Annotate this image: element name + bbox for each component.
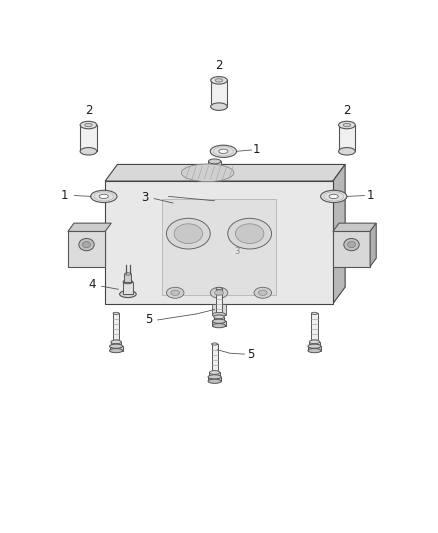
Ellipse shape bbox=[79, 238, 94, 251]
Bar bbox=[311, 313, 318, 342]
Bar bbox=[212, 321, 226, 326]
Text: 2: 2 bbox=[343, 104, 351, 117]
Ellipse shape bbox=[339, 122, 355, 129]
Ellipse shape bbox=[348, 241, 356, 248]
Bar bbox=[208, 161, 221, 181]
Ellipse shape bbox=[166, 287, 184, 298]
Ellipse shape bbox=[174, 224, 203, 244]
Ellipse shape bbox=[219, 149, 228, 154]
Ellipse shape bbox=[123, 280, 133, 284]
Bar bbox=[214, 317, 224, 321]
Ellipse shape bbox=[212, 324, 226, 328]
Text: 1: 1 bbox=[60, 189, 68, 202]
Text: 5: 5 bbox=[145, 313, 152, 326]
Ellipse shape bbox=[321, 190, 347, 203]
Bar bbox=[339, 125, 355, 151]
Ellipse shape bbox=[113, 312, 119, 314]
Ellipse shape bbox=[309, 340, 320, 344]
Text: 5: 5 bbox=[247, 349, 254, 361]
Bar bbox=[124, 274, 131, 282]
Bar bbox=[309, 342, 320, 346]
Ellipse shape bbox=[166, 219, 210, 249]
Text: 2: 2 bbox=[215, 60, 223, 72]
Ellipse shape bbox=[171, 290, 180, 295]
Bar bbox=[209, 373, 220, 377]
Text: 1: 1 bbox=[367, 189, 374, 202]
Bar bbox=[212, 344, 218, 373]
Ellipse shape bbox=[110, 349, 123, 353]
Ellipse shape bbox=[258, 290, 267, 295]
Bar bbox=[211, 80, 227, 107]
Ellipse shape bbox=[308, 344, 321, 349]
Polygon shape bbox=[333, 223, 376, 231]
Bar bbox=[111, 342, 121, 346]
Ellipse shape bbox=[215, 79, 223, 82]
Ellipse shape bbox=[209, 375, 220, 379]
Ellipse shape bbox=[308, 349, 321, 353]
Ellipse shape bbox=[214, 319, 224, 323]
Polygon shape bbox=[333, 165, 345, 304]
Ellipse shape bbox=[212, 343, 218, 345]
Ellipse shape bbox=[110, 344, 123, 349]
Bar bbox=[105, 181, 333, 304]
Ellipse shape bbox=[236, 224, 264, 244]
Ellipse shape bbox=[343, 123, 351, 127]
Bar bbox=[68, 231, 105, 266]
Polygon shape bbox=[68, 223, 111, 231]
Text: 2: 2 bbox=[85, 104, 92, 117]
Ellipse shape bbox=[309, 344, 320, 348]
Ellipse shape bbox=[99, 194, 109, 199]
Ellipse shape bbox=[120, 290, 136, 297]
Ellipse shape bbox=[210, 287, 228, 298]
Ellipse shape bbox=[329, 194, 338, 199]
Ellipse shape bbox=[82, 241, 90, 248]
Text: 3: 3 bbox=[141, 191, 148, 204]
Ellipse shape bbox=[124, 273, 131, 275]
Ellipse shape bbox=[208, 379, 221, 383]
Text: 1: 1 bbox=[253, 143, 261, 156]
Bar bbox=[110, 346, 123, 351]
Ellipse shape bbox=[111, 340, 121, 344]
Ellipse shape bbox=[208, 159, 221, 164]
Ellipse shape bbox=[215, 290, 223, 295]
Ellipse shape bbox=[211, 103, 227, 110]
Ellipse shape bbox=[254, 287, 272, 298]
Ellipse shape bbox=[344, 238, 359, 251]
Ellipse shape bbox=[214, 315, 224, 319]
Ellipse shape bbox=[228, 219, 272, 249]
Bar bbox=[162, 199, 276, 295]
Bar bbox=[212, 304, 226, 314]
Ellipse shape bbox=[181, 164, 234, 182]
Bar bbox=[80, 125, 97, 151]
Ellipse shape bbox=[208, 375, 221, 379]
Ellipse shape bbox=[212, 312, 226, 317]
Ellipse shape bbox=[80, 148, 97, 155]
Bar bbox=[333, 231, 370, 266]
Polygon shape bbox=[370, 223, 376, 266]
Bar bbox=[123, 282, 133, 294]
Ellipse shape bbox=[211, 77, 227, 84]
Ellipse shape bbox=[91, 190, 117, 203]
Ellipse shape bbox=[216, 287, 222, 289]
Bar bbox=[308, 346, 321, 351]
Ellipse shape bbox=[111, 344, 121, 348]
Ellipse shape bbox=[311, 312, 318, 314]
Ellipse shape bbox=[85, 123, 92, 127]
Polygon shape bbox=[105, 165, 345, 181]
Ellipse shape bbox=[339, 148, 355, 155]
Text: 4: 4 bbox=[88, 278, 96, 292]
Ellipse shape bbox=[210, 145, 237, 157]
Bar bbox=[216, 288, 222, 317]
Text: 3: 3 bbox=[234, 247, 239, 256]
Bar bbox=[113, 313, 119, 342]
Ellipse shape bbox=[80, 122, 97, 129]
Ellipse shape bbox=[209, 370, 220, 374]
Ellipse shape bbox=[212, 319, 226, 324]
Bar bbox=[208, 377, 221, 381]
